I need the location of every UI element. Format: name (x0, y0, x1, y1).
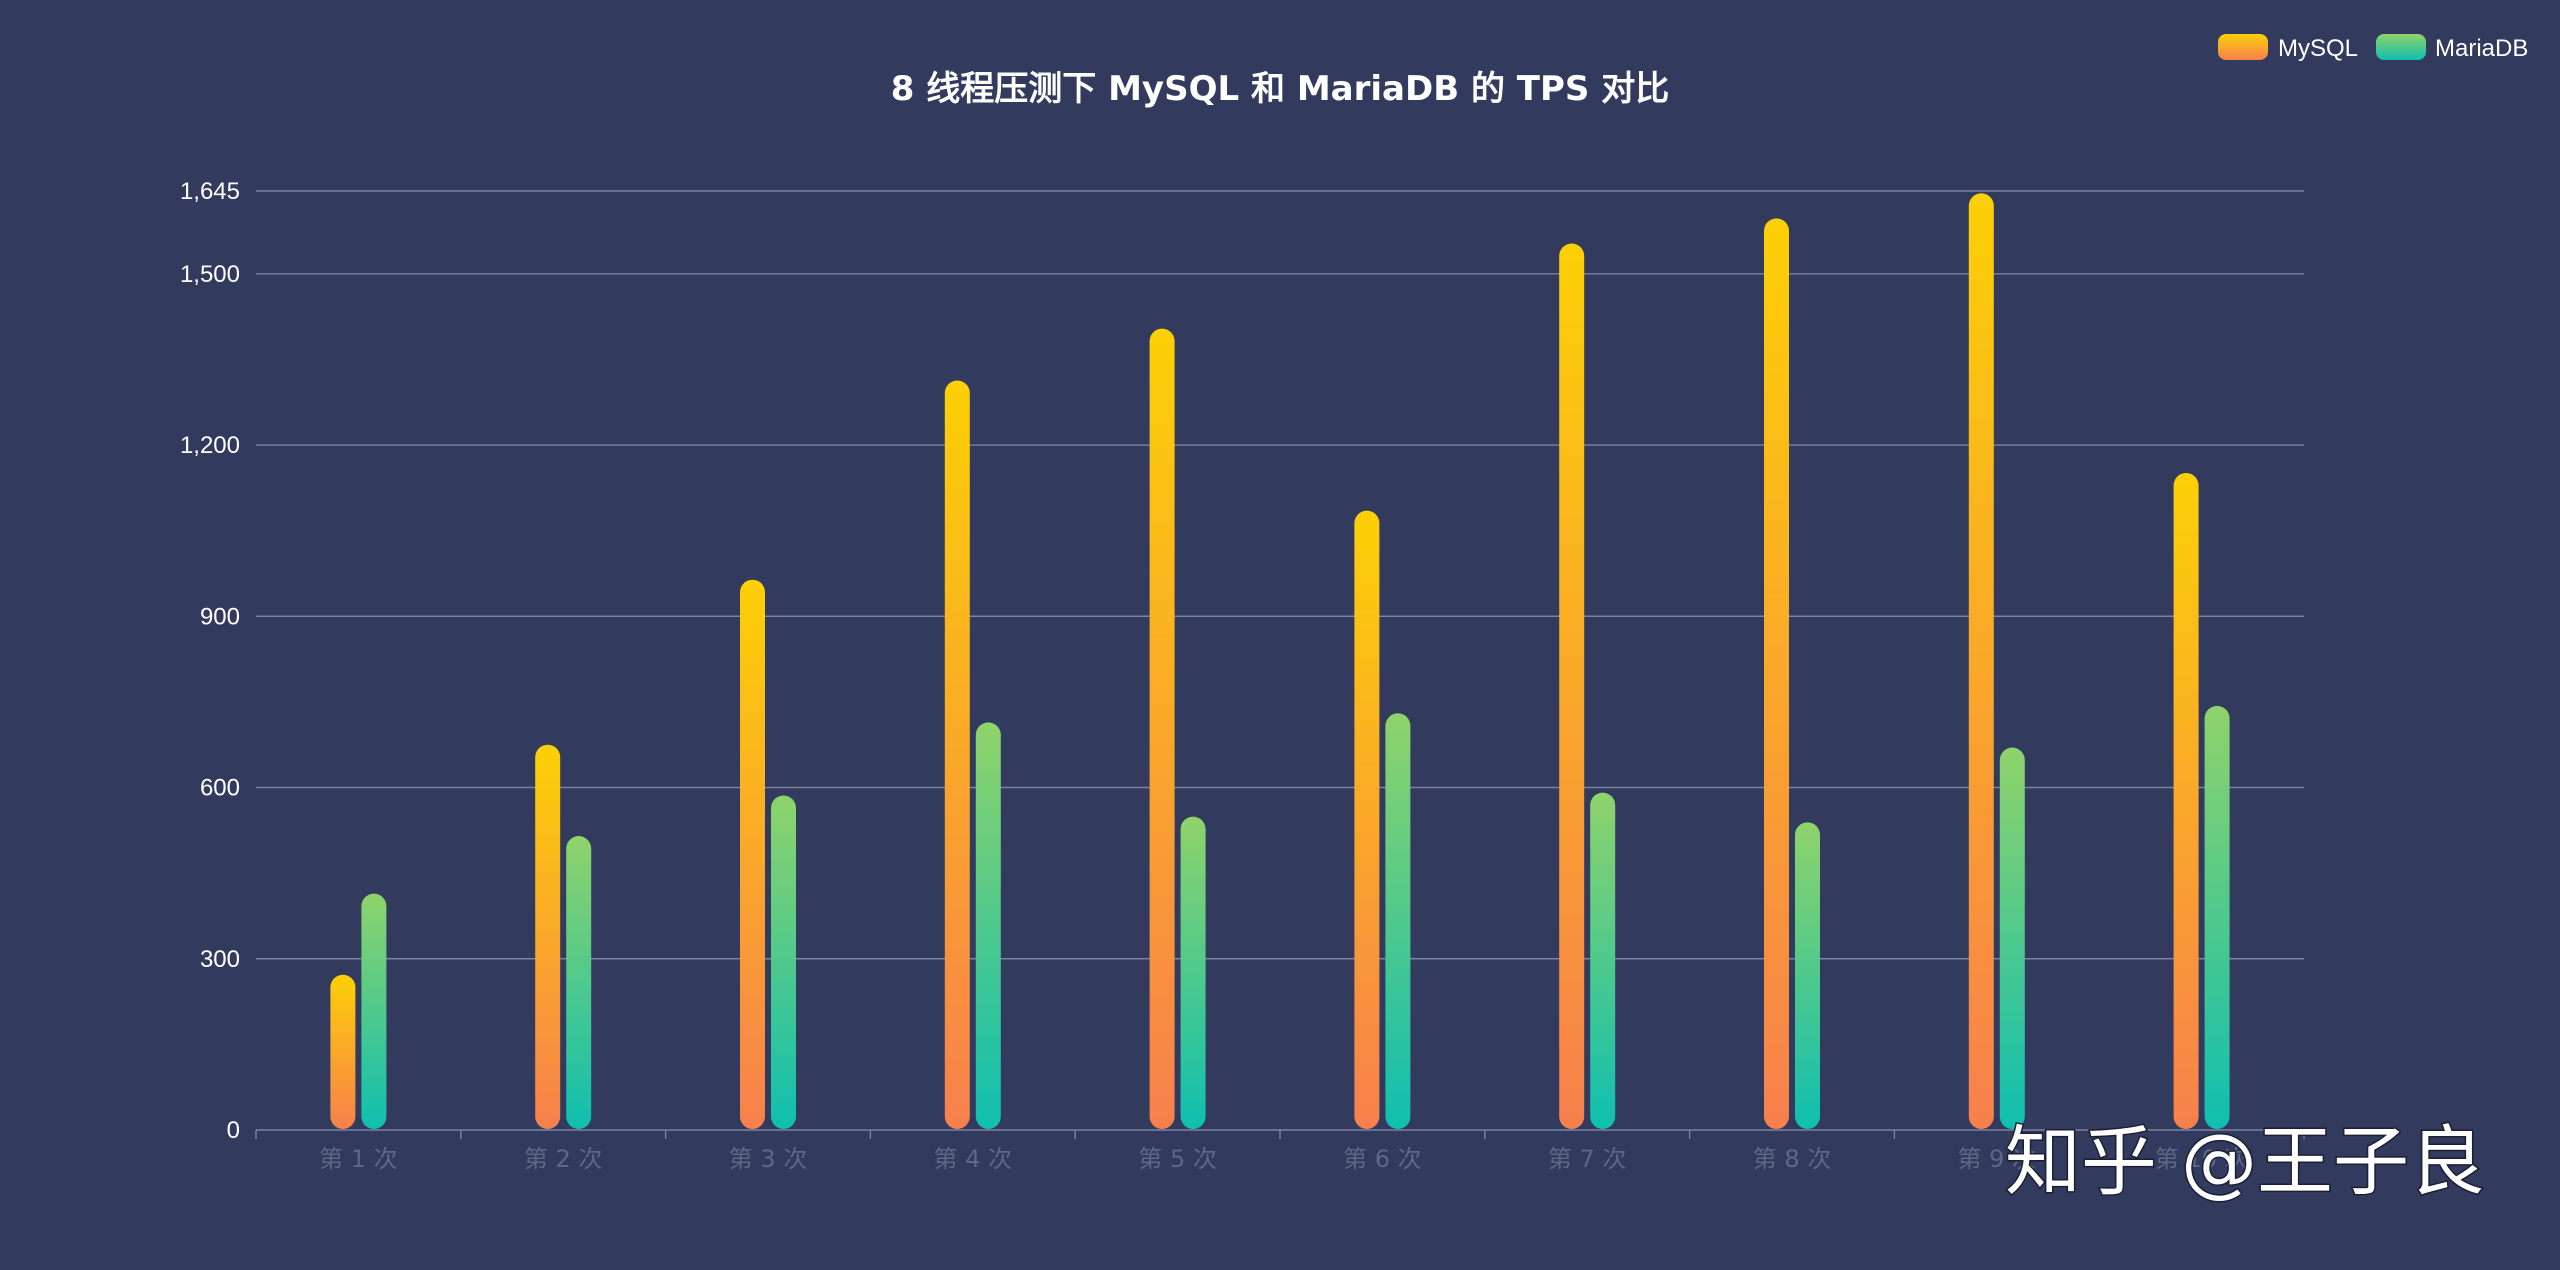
bar-mariadb[interactable] (361, 893, 387, 1129)
bar-mysql[interactable] (1764, 218, 1789, 1129)
bar-mariadb[interactable] (1385, 713, 1411, 1129)
bar-mariadb[interactable] (975, 722, 1001, 1129)
bar-mysql[interactable] (1559, 243, 1585, 1129)
bar-mysql[interactable] (740, 579, 765, 1129)
y-tick-label: 300 (200, 946, 240, 973)
y-tick-label: 1,200 (180, 432, 240, 459)
x-tick-label: 第 6 次 (1343, 1145, 1422, 1173)
bar-mysql[interactable] (330, 974, 356, 1129)
bar-mysql[interactable] (1149, 328, 1175, 1130)
x-tick-label: 第 7 次 (1548, 1145, 1627, 1173)
y-tick-label: 900 (200, 603, 240, 630)
bar-mariadb[interactable] (771, 795, 796, 1129)
legend-label-mysql[interactable]: MySQL (2278, 35, 2358, 62)
bar-mariadb[interactable] (1590, 792, 1616, 1129)
x-axis: 第 1 次 第 2 次 第 3 次 第 4 次 第 5 次 第 6 次 第 7 次 第 8 次… (255, 1129, 2305, 1173)
x-tick-label: 第 3 次 (729, 1145, 808, 1173)
legend-label-mariadb[interactable]: MariaDB (2435, 35, 2528, 62)
grid-lines (256, 190, 2304, 960)
x-tick-label: 第 1 次 (319, 1145, 398, 1173)
x-tick-label: 第 4 次 (934, 1145, 1013, 1173)
x-tick-label: 第 2 次 (524, 1145, 603, 1173)
y-tick-label: 1,500 (180, 261, 240, 288)
legend: MySQL MariaDB (2218, 34, 2528, 62)
bar-mariadb[interactable] (1795, 822, 1820, 1129)
chart-title: 8 线程压测下 MySQL 和 MariaDB 的 TPS 对比 (891, 69, 1669, 109)
x-tick-label: 第 10 次 (2155, 1145, 2249, 1173)
watermark: 知乎 @王子良 (2005, 1117, 2485, 1206)
bar-mariadb[interactable] (1999, 747, 2025, 1129)
bar-mysql[interactable] (944, 380, 970, 1129)
x-tick-label: 第 8 次 (1753, 1145, 1832, 1173)
y-tick-label: 1,645 (180, 178, 240, 205)
bar-mariadb[interactable] (566, 836, 592, 1129)
bar-mysql[interactable] (1354, 510, 1380, 1130)
x-tick-label: 第 5 次 (1138, 1145, 1217, 1173)
bar-mariadb[interactable] (1180, 816, 1206, 1129)
bar-mysql[interactable] (1968, 193, 1994, 1130)
y-axis: 0 300 600 900 1,200 1,500 1,645 (180, 178, 240, 1144)
legend-swatch-mariadb[interactable] (2376, 34, 2426, 60)
y-tick-label: 0 (227, 1117, 240, 1144)
bar-mysql[interactable] (2173, 472, 2199, 1129)
bars (330, 193, 2230, 1130)
y-tick-label: 600 (200, 775, 240, 802)
bar-mariadb[interactable] (2204, 705, 2230, 1129)
bar-mysql[interactable] (535, 744, 561, 1129)
x-tick-label: 第 9 次 (1958, 1145, 2037, 1173)
legend-swatch-mysql[interactable] (2218, 34, 2268, 60)
